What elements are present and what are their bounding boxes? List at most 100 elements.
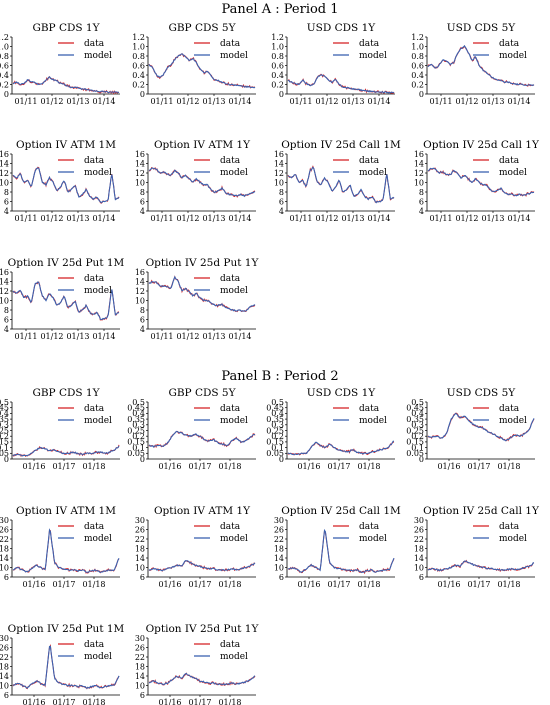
y-tick-label: 0.2 <box>0 80 9 89</box>
y-tick-label: 26 <box>135 525 145 534</box>
y-tick-label: 4 <box>140 207 145 216</box>
y-tick-label: 16 <box>135 268 145 277</box>
x-tick-label: 01/16 <box>158 698 181 705</box>
legend-data-label: data <box>359 404 380 414</box>
y-tick-label: 0.6 <box>271 61 284 70</box>
series-model-line <box>427 45 535 87</box>
y-tick-label: 0.3 <box>0 421 9 430</box>
y-tick-label: 14 <box>414 159 424 168</box>
y-tick-label: 18 <box>274 544 284 553</box>
legend-data-label: data <box>499 156 520 166</box>
y-tick-label: 10 <box>135 178 145 187</box>
y-tick-label: 0.4 <box>0 409 9 418</box>
y-tick-label: 0.5 <box>0 398 9 407</box>
y-tick-label: 16 <box>135 150 145 159</box>
legend-data-label: data <box>220 156 241 166</box>
x-tick-label: 01/14 <box>507 97 530 106</box>
y-tick-label: 16 <box>0 150 9 159</box>
x-tick-label: 01/17 <box>188 698 211 705</box>
y-tick-label: 12 <box>0 169 9 178</box>
y-tick-label: 0.2 <box>411 432 424 441</box>
legend-model-label: model <box>84 286 112 296</box>
y-tick-label: 14 <box>274 159 284 168</box>
x-tick-label: 01/16 <box>22 580 45 589</box>
y-tick-label: 26 <box>0 643 9 652</box>
x-tick-label: 01/18 <box>357 580 380 589</box>
y-tick-label: 0.5 <box>271 398 284 407</box>
chart-b-usd-cds-1y: USD CDS 1Y00.050.10.150.20.250.30.350.40… <box>266 387 395 471</box>
y-tick-label: 16 <box>0 268 9 277</box>
x-tick-label: 01/16 <box>437 580 460 589</box>
series-model-line <box>428 412 535 442</box>
y-tick-label: 10 <box>274 563 284 572</box>
x-tick-label: 01/18 <box>497 580 520 589</box>
y-tick-label: 12 <box>274 169 284 178</box>
y-tick-label: 0.4 <box>271 409 284 418</box>
y-tick-label: 22 <box>0 535 9 544</box>
chart-title: USD CDS 1Y <box>307 22 376 34</box>
y-tick-label: 0.35 <box>266 415 284 424</box>
y-tick-label: 0.05 <box>127 449 145 458</box>
chart-title: Option IV ATM 1M <box>16 505 116 517</box>
legend-data-label: data <box>84 156 105 166</box>
legend-data-label: data <box>359 522 380 532</box>
x-tick-label: 01/12 <box>176 214 199 223</box>
y-tick-label: 0.05 <box>0 449 9 458</box>
chart-title: Option IV 25d Call 1Y <box>423 505 540 517</box>
y-tick-label: 0.4 <box>411 71 424 80</box>
legend-model-label: model <box>499 168 527 178</box>
y-tick-label: 0.45 <box>0 404 9 413</box>
chart-a-gbp-cds-1y: GBP CDS 1Y00.20.40.60.81.01.201/1101/120… <box>0 22 120 106</box>
x-tick-label: 01/18 <box>218 580 241 589</box>
x-tick-label: 01/18 <box>218 698 241 705</box>
chart-title: Option IV 25d Call 1Y <box>423 139 540 151</box>
x-tick-label: 01/16 <box>297 462 320 471</box>
legend-data-label: data <box>84 39 105 49</box>
legend-data-label: data <box>499 39 520 49</box>
y-tick-label: 4 <box>140 325 145 334</box>
y-tick-label: 0.5 <box>132 398 145 407</box>
legend-model-label: model <box>84 652 112 662</box>
x-tick-label: 01/13 <box>481 97 504 106</box>
chart-title: GBP CDS 1Y <box>32 22 100 34</box>
y-tick-label: 0.4 <box>132 409 145 418</box>
y-tick-label: 12 <box>135 287 145 296</box>
x-tick-label: 01/11 <box>14 332 37 341</box>
series-model-line <box>427 167 535 197</box>
y-tick-label: 8 <box>140 306 145 315</box>
x-tick-label: 01/17 <box>467 462 490 471</box>
y-tick-label: 8 <box>279 188 284 197</box>
x-tick-label: 01/13 <box>66 97 89 106</box>
y-tick-label: 0.1 <box>132 443 145 452</box>
x-tick-label: 01/16 <box>158 462 181 471</box>
y-tick-label: 0.35 <box>0 415 9 424</box>
y-tick-label: 8 <box>4 306 9 315</box>
y-tick-label: 0 <box>4 90 9 99</box>
y-tick-label: 0.2 <box>271 432 284 441</box>
x-tick-label: 01/11 <box>14 214 37 223</box>
y-tick-label: 0.4 <box>271 71 284 80</box>
x-tick-label: 01/14 <box>367 214 390 223</box>
chart-title: Option IV 25d Call 1M <box>281 505 401 517</box>
y-tick-label: 1.2 <box>411 33 424 42</box>
x-tick-label: 01/18 <box>82 462 105 471</box>
x-tick-label: 01/13 <box>341 214 364 223</box>
y-tick-label: 14 <box>135 159 145 168</box>
y-tick-label: 18 <box>135 662 145 671</box>
y-tick-label: 0.1 <box>0 443 9 452</box>
panel-a-title: Panel A : Period 1 <box>221 2 338 17</box>
y-tick-label: 14 <box>0 672 9 681</box>
legend-data-label: data <box>220 39 241 49</box>
y-tick-label: 12 <box>414 169 424 178</box>
panel-b-title: Panel B : Period 2 <box>221 369 338 384</box>
y-tick-label: 8 <box>4 188 9 197</box>
y-tick-label: 1.2 <box>132 33 145 42</box>
y-tick-label: 4 <box>4 207 9 216</box>
y-tick-label: 0 <box>140 90 145 99</box>
y-tick-label: 0.25 <box>266 426 284 435</box>
y-tick-label: 0 <box>419 90 424 99</box>
